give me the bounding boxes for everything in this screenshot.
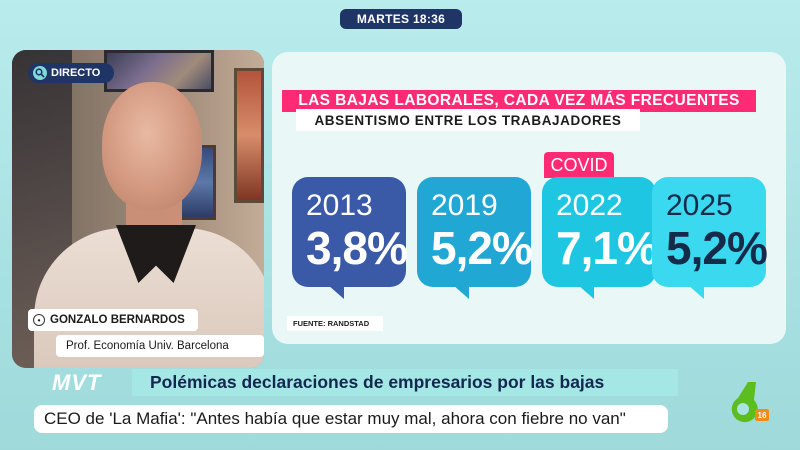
stat-card-2025: 2025 5,2% xyxy=(652,177,768,287)
stat-card-2013: 2013 3,8% xyxy=(292,177,408,287)
infographic-headline: LAS BAJAS LABORALES, CADA VEZ MÁS FRECUE… xyxy=(282,90,756,112)
infographic-subheadline: ABSENTISMO ENTRE LOS TRABAJADORES xyxy=(296,109,640,131)
lower-third-headline: Polémicas declaraciones de empresarios p… xyxy=(132,369,678,396)
video-picture-frame xyxy=(234,68,264,203)
guest-name-tag: • GONZALO BERNARDOS xyxy=(28,309,198,331)
covid-tag: COVID xyxy=(544,152,614,178)
stat-value: 5,2% xyxy=(431,222,533,274)
live-label: DIRECTO xyxy=(51,67,101,79)
mic-icon: • xyxy=(33,314,45,326)
stat-value: 7,1% xyxy=(556,222,658,274)
channel-logo-icon xyxy=(731,382,758,423)
age-rating-badge: 16 xyxy=(755,409,769,421)
show-logo: MVT xyxy=(52,370,102,395)
search-icon xyxy=(33,66,47,80)
stat-year: 2013 xyxy=(306,189,373,222)
stat-value: 3,8% xyxy=(306,222,408,274)
lower-third-quote: CEO de 'La Mafia': "Antes había que esta… xyxy=(34,405,668,433)
stat-card-2019: 2019 5,2% xyxy=(417,177,533,287)
stat-year: 2019 xyxy=(431,189,498,222)
guest-role: Prof. Economía Univ. Barcelona xyxy=(66,340,229,352)
live-badge: DIRECTO xyxy=(28,63,114,83)
stat-card-2022: 2022 7,1% xyxy=(542,177,658,287)
source-label: FUENTE: RANDSTAD xyxy=(287,316,383,331)
stat-year: 2022 xyxy=(556,189,623,222)
guest-role-tag: Prof. Economía Univ. Barcelona xyxy=(56,335,264,357)
guest-head xyxy=(102,82,202,210)
time-pill: MARTES 18:36 xyxy=(340,9,462,29)
stat-year: 2025 xyxy=(666,189,733,222)
stat-value: 5,2% xyxy=(666,222,768,274)
guest-name: GONZALO BERNARDOS xyxy=(50,314,185,326)
video-feed xyxy=(12,50,264,368)
